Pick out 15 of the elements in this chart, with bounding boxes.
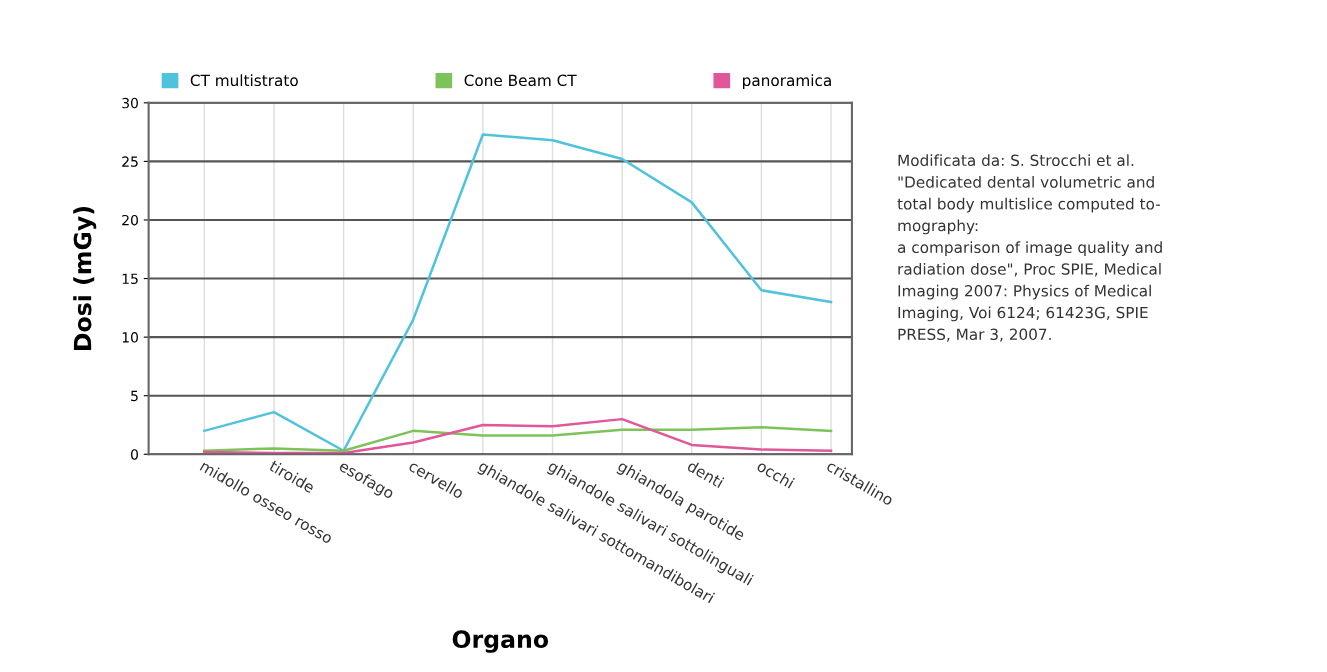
line-series xyxy=(203,417,833,455)
x-axis-title: Organo xyxy=(452,630,549,653)
legend-label: panoramica xyxy=(743,74,831,90)
y-tick-label: 30 xyxy=(122,97,138,109)
y-tick-label: 0 xyxy=(130,449,138,460)
text: Modificata da: S. Strocchi et al. "Dedicated dental volumetric and total body multislice computed to- mography: a comparison of image quality and radiation dose", Proc SPIE, Medical Imaging 2007: Physics of Medical Imaging, Voi 6124; 61423G, SPIE PRESS, Mar 3, 2007. xyxy=(897,154,1162,342)
y-tick-label: 10 xyxy=(122,332,138,343)
legend-label: Cone Beam CT xyxy=(464,74,577,87)
y-tick-label: 20 xyxy=(122,214,138,226)
line-series xyxy=(203,426,833,453)
legend-label: CT multistrato xyxy=(190,74,298,87)
y-tick-label: 25 xyxy=(122,156,138,167)
y-tick-label: 5 xyxy=(131,390,138,402)
y-tick-label: 15 xyxy=(122,273,138,285)
y-axis-title: Dosi (mGy) xyxy=(73,207,97,350)
